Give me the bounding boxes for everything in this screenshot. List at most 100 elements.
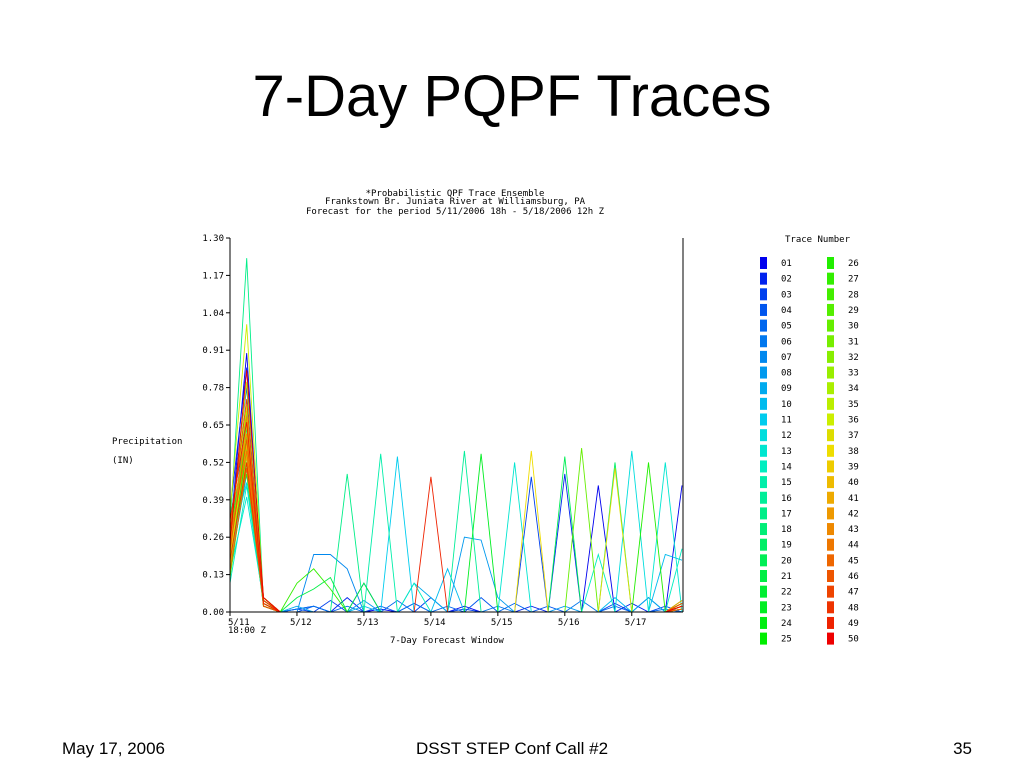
legend-swatch-13 (760, 444, 767, 457)
legend-label-06: 06 (781, 337, 792, 347)
legend-label-04: 04 (781, 306, 792, 316)
legend-label-05: 05 (781, 322, 792, 332)
trace-line-46 (229, 439, 683, 613)
legend-label-10: 10 (781, 400, 792, 410)
legend-swatch-06 (760, 335, 767, 348)
trace-line-35 (229, 381, 683, 613)
legend-label-17: 17 (781, 509, 792, 519)
y-axis-label: Precipitation (112, 437, 182, 447)
legend-label-34: 34 (848, 384, 859, 394)
legend-label-13: 13 (781, 447, 792, 457)
legend-label-20: 20 (781, 556, 792, 566)
x-tick-label: 5/16 (558, 618, 580, 628)
legend-swatch-09 (760, 382, 767, 395)
legend-swatch-43 (827, 523, 834, 536)
legend-label-47: 47 (848, 588, 859, 598)
y-tick-label: 0.13 (202, 571, 224, 581)
legend-label-31: 31 (848, 337, 859, 347)
trace-line-23 (229, 439, 682, 613)
y-ticks: 0.00 0.13 0.26 0.39 0.52 0.65 0.78 0.91 1.04 1.17… (202, 234, 230, 618)
legend-label-42: 42 (848, 509, 859, 519)
legend-swatch-45 (827, 554, 834, 567)
legend-label-28: 28 (848, 290, 859, 300)
y-tick-label: 1.30 (202, 234, 224, 244)
legend-label-46: 46 (848, 572, 859, 582)
legend-title: Trace Number (785, 235, 851, 245)
legend-swatch-38 (827, 444, 834, 457)
legend-swatch-15 (760, 476, 767, 489)
legend-label-24: 24 (781, 619, 792, 629)
legend-label-11: 11 (781, 416, 792, 426)
legend-swatch-47 (827, 585, 834, 598)
y-tick-label: 0.39 (202, 496, 224, 506)
legend-label-25: 25 (781, 635, 792, 645)
x-tick-label: 5/13 (357, 618, 379, 628)
legend-swatch-30 (827, 319, 834, 332)
legend-label-45: 45 (848, 556, 859, 566)
legend-swatch-02 (760, 272, 767, 285)
legend-label-27: 27 (848, 275, 859, 285)
legend-label-09: 09 (781, 384, 792, 394)
legend-label-49: 49 (848, 619, 859, 629)
legend-swatch-33 (827, 366, 834, 379)
legend-label-37: 37 (848, 431, 859, 441)
legend-label-26: 26 (848, 259, 859, 269)
legend-label-38: 38 (848, 447, 859, 457)
x-ticks: 5/11 5/12 5/13 5/14 5/15 5/16 5/17 (228, 612, 646, 628)
trace-line-30 (229, 439, 682, 613)
legend-swatch-23 (760, 601, 767, 614)
legend-swatch-36 (827, 413, 834, 426)
legend-swatch-35 (827, 397, 834, 410)
legend-swatch-10 (760, 397, 767, 410)
y-tick-label: 0.65 (202, 421, 224, 431)
trace-line-18 (229, 422, 683, 613)
legend-label-22: 22 (781, 588, 792, 598)
legend-swatch-22 (760, 585, 767, 598)
trace-line-03 (229, 410, 683, 613)
y-tick-label: 0.78 (202, 384, 224, 394)
y-axis-unit: (IN) (112, 456, 134, 466)
legend-swatch-40 (827, 476, 834, 489)
slide-title: 7-Day PQPF Traces (252, 64, 772, 129)
legend-swatch-20 (760, 554, 767, 567)
footer-event: DSST STEP Conf Call #2 (415, 739, 609, 758)
legend-swatch-34 (827, 382, 834, 395)
chart-title-line-2: Frankstown Br. Juniata River at Williams… (325, 197, 586, 207)
legend-label-19: 19 (781, 541, 792, 551)
x-tick-label: 5/14 (424, 618, 446, 628)
x-tick-label: 5/12 (290, 618, 312, 628)
legend-swatch-11 (760, 413, 767, 426)
y-tick-label: 1.04 (202, 309, 224, 319)
legend-swatch-37 (827, 429, 834, 442)
legend-swatch-19 (760, 538, 767, 551)
trace-line-47 (229, 399, 683, 613)
y-tick-label: 0.00 (202, 608, 224, 618)
legend-swatch-21 (760, 570, 767, 582)
x-tick-sublabel: 18:00 Z (228, 626, 267, 636)
legend-swatch-41 (827, 491, 834, 504)
chart-axes (229, 238, 684, 613)
legend-swatch-27 (827, 272, 834, 285)
trace-line-42 (229, 433, 683, 613)
legend-swatch-18 (760, 523, 767, 536)
legend-swatch-25 (760, 632, 767, 645)
trace-line-16 (229, 439, 682, 613)
legend-swatch-08 (760, 366, 767, 379)
x-tick-label: 5/17 (625, 618, 647, 628)
legend-label-39: 39 (848, 462, 859, 472)
x-axis-label: 7-Day Forecast Window (390, 636, 504, 646)
legend-label-08: 08 (781, 369, 792, 379)
chart-title-line-3: Forecast for the period 5/11/2006 18h - … (306, 207, 605, 217)
legend-swatch-32 (827, 350, 834, 363)
legend-label-02: 02 (781, 275, 792, 285)
legend-swatch-50 (827, 632, 834, 645)
trace-line-05 (229, 433, 683, 613)
legend-label-41: 41 (848, 494, 859, 504)
legend-label-16: 16 (781, 494, 792, 504)
legend-swatch-16 (760, 491, 767, 504)
legend-label-43: 43 (848, 525, 859, 535)
legend-swatch-42 (827, 507, 834, 520)
footer-page-number: 35 (953, 739, 972, 758)
trace-line-32 (229, 424, 683, 613)
x-tick-label: 5/15 (491, 618, 513, 628)
